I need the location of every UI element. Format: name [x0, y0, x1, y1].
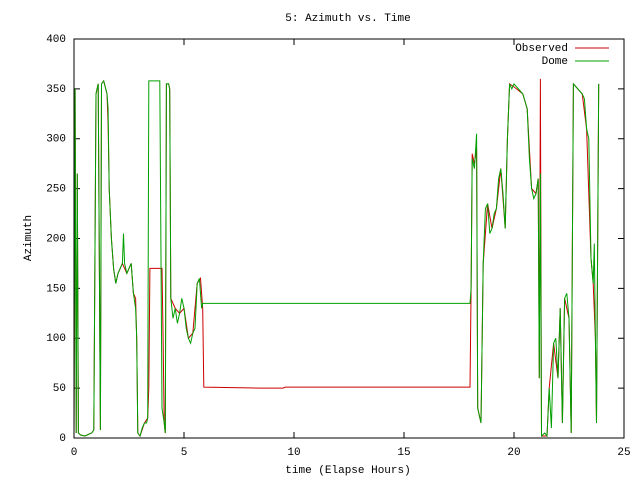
y-tick-label: 350 [46, 84, 66, 96]
y-tick-label: 400 [46, 34, 66, 46]
legend-label: Observed [515, 43, 568, 55]
x-tick-label: 5 [181, 447, 188, 459]
y-tick-label: 300 [46, 134, 66, 146]
y-tick-label: 100 [46, 333, 66, 345]
x-tick-label: 10 [287, 447, 300, 459]
x-tick-label: 15 [397, 447, 410, 459]
y-axis-label: Azimuth [23, 215, 35, 261]
y-tick-label: 150 [46, 283, 66, 295]
x-axis-label: time (Elapse Hours) [285, 465, 410, 477]
y-tick-label: 50 [53, 383, 66, 395]
x-tick-label: 20 [507, 447, 520, 459]
y-tick-label: 0 [59, 433, 66, 445]
y-tick-label: 250 [46, 184, 66, 196]
chart-title: 5: Azimuth vs. Time [285, 13, 410, 25]
legend-label: Dome [542, 56, 568, 68]
x-tick-label: 25 [617, 447, 630, 459]
x-tick-label: 0 [71, 447, 78, 459]
y-tick-label: 200 [46, 233, 66, 245]
series-line [73, 79, 600, 438]
plot-border [73, 38, 625, 439]
